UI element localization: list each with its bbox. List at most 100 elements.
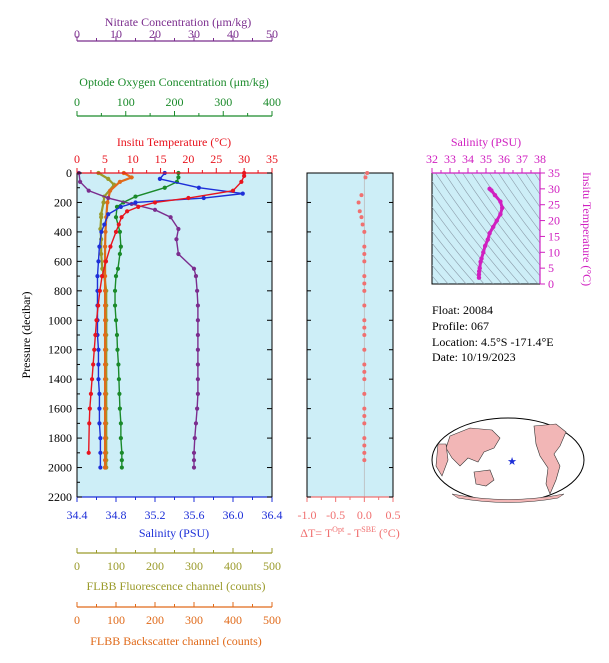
- nitrate-point: [195, 377, 200, 382]
- fluorescence-axis-tick-label: 200: [146, 559, 164, 573]
- salinity-point: [201, 195, 206, 201]
- backscatter-axis-tick-label: 500: [263, 613, 281, 627]
- delta-point: [362, 259, 367, 264]
- oxygen-axis-title: Optode Oxygen Concentration (μm/kg): [79, 75, 268, 89]
- pressure-tick-label: 0: [66, 166, 72, 180]
- backscatter-point: [102, 244, 108, 249]
- float-position-marker: ★: [507, 456, 517, 468]
- oxygen-point: [133, 194, 138, 199]
- ts-point: [498, 212, 503, 217]
- nitrate-point: [195, 406, 200, 411]
- backscatter-point: [102, 465, 108, 470]
- ts-density-contours: [432, 173, 540, 284]
- fluorescence-point: [106, 176, 111, 181]
- salinity-point: [97, 421, 102, 426]
- pressure-tick-label: 1400: [48, 372, 72, 386]
- profile-number: Profile: 067: [432, 319, 489, 333]
- salinity-point: [240, 191, 245, 196]
- salinity-axis-tick-label: 36.0: [223, 508, 244, 522]
- delta-point: [359, 193, 364, 198]
- ts-salinity-axis-tick-label: 35: [480, 152, 492, 166]
- oxygen-point: [112, 303, 118, 308]
- ts-point: [498, 199, 503, 204]
- nitrate-point: [191, 458, 197, 463]
- nitrate-point: [168, 215, 173, 220]
- nitrate-point: [195, 362, 200, 367]
- oxygen-point: [117, 406, 122, 411]
- oxygen-point: [115, 347, 120, 352]
- salinity-axis-title: Salinity (PSU): [139, 526, 209, 540]
- ts-point: [500, 205, 505, 211]
- ts-temp-tick-label: 0: [548, 277, 554, 291]
- oxygen-point: [117, 391, 122, 397]
- world-map: ★: [431, 417, 585, 503]
- salinity-axis-tick-label: 34.8: [106, 508, 127, 522]
- salinity-axis-tick-label: 35.6: [184, 508, 205, 522]
- delta-t-chart: [356, 171, 370, 497]
- nitrate-point: [191, 450, 197, 455]
- nitrate-point: [192, 435, 197, 441]
- delta-point: [362, 414, 367, 418]
- nitrate-point: [174, 237, 179, 242]
- salinity-axis-tick-label: 34.4: [67, 508, 88, 522]
- fluorescence-point: [99, 251, 104, 257]
- ts-density-contour: [432, 218, 485, 284]
- insitu-temperature-point: [88, 391, 94, 397]
- temperature-axis-tick-label: 10: [127, 152, 139, 166]
- insitu-temperature-point: [113, 229, 119, 235]
- delta-point: [363, 175, 368, 180]
- salinity-point: [118, 204, 123, 209]
- backscatter-point: [102, 347, 108, 352]
- oxygen-point: [162, 185, 167, 190]
- delta-axis-tick-label: -1.0: [298, 508, 317, 522]
- insitu-temperature-point: [108, 244, 113, 249]
- nitrate-axis-tick-label: 30: [188, 27, 200, 41]
- nitrate-axis-title: Nitrate Concentration (μm/kg): [105, 15, 251, 29]
- insitu-temperature-point: [242, 173, 247, 179]
- nitrate-point: [176, 251, 181, 257]
- nitrate-point: [195, 288, 200, 293]
- temperature-axis-tick-label: 30: [238, 152, 250, 166]
- oxygen-point: [116, 377, 122, 382]
- ts-density-contour: [432, 275, 440, 284]
- temperature-axis-tick-label: 20: [182, 152, 194, 166]
- ts-point: [482, 243, 488, 249]
- backscatter-point: [102, 435, 108, 441]
- ts-temp-tick-label: 10: [548, 245, 560, 259]
- insitu-temperature-point: [152, 200, 158, 205]
- delta-point: [362, 421, 367, 426]
- ts-diagram: [476, 186, 505, 280]
- salinity-point: [97, 244, 102, 249]
- temperature-axis-tick-label: 15: [155, 152, 167, 166]
- ts-density-contour: [432, 180, 512, 284]
- backscatter-axis-title: FLBB Backscatter channel (counts): [90, 634, 262, 648]
- ts-temp-tick-label: 25: [548, 198, 560, 212]
- ts-density-contour: [435, 173, 521, 284]
- backscatter-point: [117, 179, 122, 184]
- salinity-axis-tick-label: 35.2: [145, 508, 166, 522]
- nitrate-point: [191, 465, 197, 470]
- insitu-temperature-point: [116, 222, 121, 227]
- salinity-point: [96, 377, 101, 382]
- ts-point: [476, 275, 482, 280]
- nitrate-point: [195, 318, 200, 323]
- ts-density-contour: [432, 242, 467, 284]
- fluorescence-axis-tick-label: 0: [74, 559, 80, 573]
- salinity-point: [133, 200, 138, 205]
- insitu-temperature-point: [103, 259, 109, 264]
- backscatter-point: [102, 450, 108, 455]
- nitrate-axis-tick-label: 50: [266, 27, 278, 41]
- backscatter-point: [102, 391, 108, 397]
- float-location: Location: 4.5°S -171.4°E: [432, 335, 554, 349]
- oxygen-point: [119, 458, 124, 463]
- oxygen-axis-tick-label: 300: [214, 95, 232, 109]
- nitrate-axis-tick-label: 10: [110, 27, 122, 41]
- ts-point: [478, 259, 483, 264]
- oxygen-point: [113, 215, 119, 220]
- temperature-axis-tick-label: 5: [102, 152, 108, 166]
- insitu-temperature-point: [230, 188, 236, 193]
- ts-density-contour: [516, 173, 540, 208]
- salinity-point: [95, 273, 100, 279]
- backscatter-point: [102, 458, 108, 463]
